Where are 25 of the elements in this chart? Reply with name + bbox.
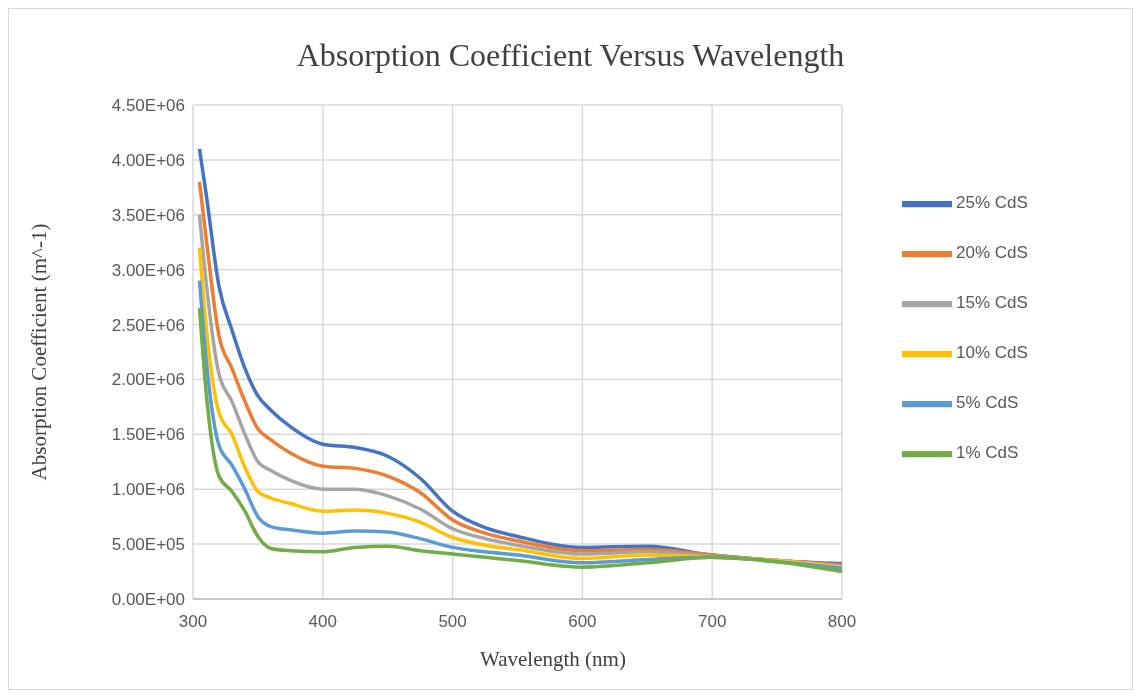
y-tick-label: 0.00E+00 [111,590,185,610]
x-tick-label: 600 [568,612,597,632]
legend-label: 20% CdS [956,243,1028,263]
x-tick-label: 300 [178,612,208,632]
y-tick-label: 4.50E+06 [111,96,185,116]
y-tick-label: 1.50E+06 [111,425,185,445]
y-tick-label: 2.00E+06 [111,370,185,390]
y-tick-label: 2.50E+06 [111,315,185,335]
y-tick-label: 4.00E+06 [111,150,185,170]
x-tick-label: 500 [438,612,467,632]
y-tick-label: 1.00E+06 [111,480,185,500]
x-tick-label: 800 [827,612,857,632]
x-tick-label: 400 [308,612,337,632]
legend-label: 10% CdS [956,343,1028,363]
y-tick-label: 3.50E+06 [111,205,185,225]
y-tick-label: 5.00E+05 [111,535,185,555]
legend-label: 1% CdS [956,443,1019,463]
x-tick-label: 700 [698,612,727,632]
legend-label: 5% CdS [956,393,1019,413]
chart-title: Absorption Coefficient Versus Wavelength [295,37,846,74]
y-axis-title: Absorption Coefficient (m^-1) [26,223,52,481]
legend-label: 25% CdS [956,193,1028,213]
x-axis-title: Wavelength (nm) [479,647,627,672]
y-tick-label: 3.00E+06 [111,260,185,280]
legend-label: 15% CdS [956,293,1028,313]
